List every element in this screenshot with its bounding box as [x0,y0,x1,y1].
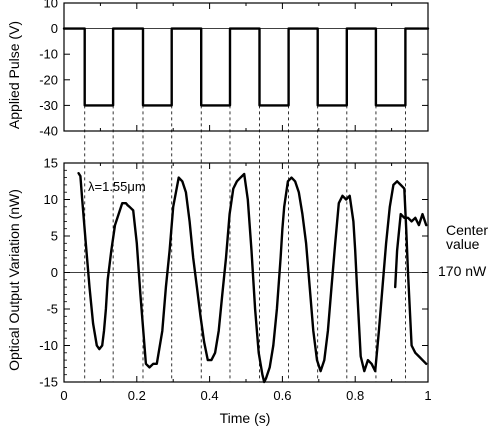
center-value-label-1: Center [446,222,488,238]
x-tick-label: 0.8 [346,388,364,403]
bottom-x-axis-title: Time (s) [220,410,271,426]
series-line-0 [77,171,428,384]
center-value-amount: 170 nW [438,263,487,279]
series-line-0 [62,27,430,107]
y-tick-label: 10 [44,0,58,11]
y-tick-label: 15 [44,156,58,171]
y-tick-label: 5 [51,229,58,244]
plot-frame [63,2,429,132]
y-tick-label: 10 [44,192,58,207]
y-tick-label: 0 [51,21,58,36]
x-tick-label: 0.2 [128,388,146,403]
x-tick-label: 0 [60,388,67,403]
bottom-y-axis-title: Optical Output Variation (nW) [6,189,22,371]
applied-pulse-panel: 10 0 -10 -20 -30 -40 [39,0,430,139]
y-tick-label: -20 [39,72,58,87]
series-line-1 [394,212,428,289]
y-tick-label: 0 [51,265,58,280]
x-tick-label: 0.6 [273,388,291,403]
pulse-edge-dividers [84,105,406,382]
top-y-axis-title: Applied Pulse (V) [6,21,22,129]
y-tick-label: -10 [39,47,58,62]
x-tick-label: 0.4 [201,388,219,403]
x-tick-label: 1 [424,388,431,403]
center-value-label-2: value [446,236,480,252]
y-tick-label: -15 [39,375,58,390]
y-tick-label: -10 [39,338,58,353]
wavelength-annotation: λ=1.55μm [88,179,146,194]
y-tick-label: -40 [39,124,58,139]
y-tick-label: -30 [39,98,58,113]
y-tick-label: -5 [46,302,58,317]
